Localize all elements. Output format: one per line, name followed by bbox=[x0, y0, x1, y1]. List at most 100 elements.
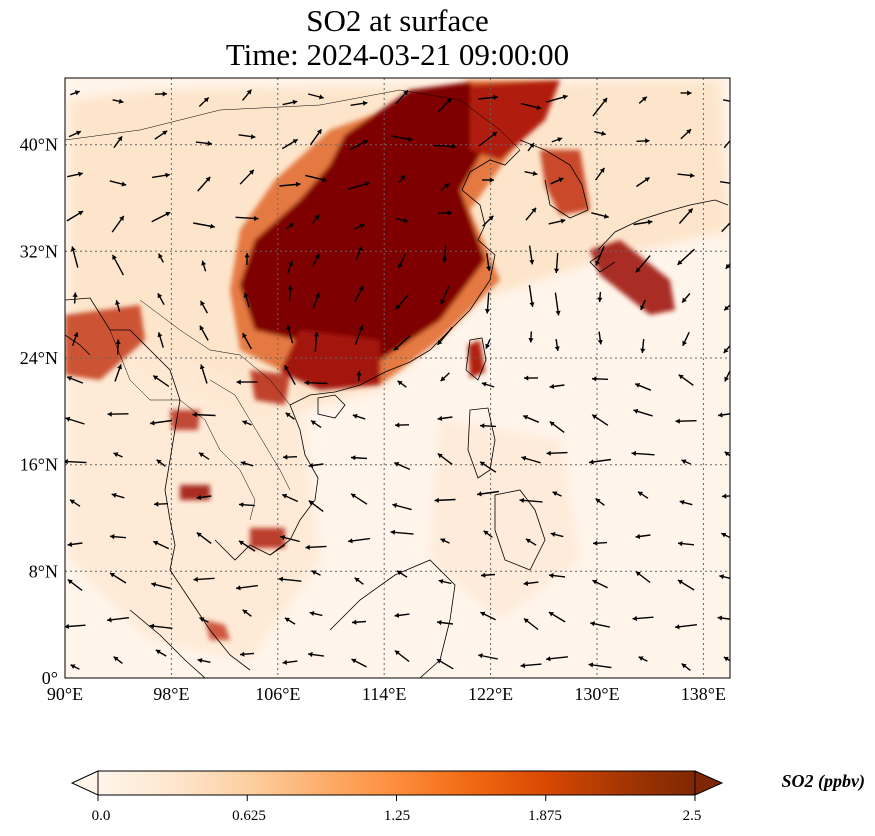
wind-arrow-head bbox=[550, 532, 556, 537]
wind-arrow-head bbox=[196, 532, 202, 538]
wind-arrow-head bbox=[529, 302, 535, 307]
wind-arrow-head bbox=[205, 176, 211, 182]
wind-arrow-head bbox=[308, 462, 314, 468]
wind-arrow-head bbox=[65, 416, 71, 422]
wind-arrow-head bbox=[523, 618, 529, 624]
wind-arrow-head bbox=[730, 99, 735, 104]
wind-arrow-shaft bbox=[722, 99, 730, 102]
wind-arrow-head bbox=[157, 293, 163, 299]
wind-arrow-head bbox=[549, 421, 555, 427]
colorbar-tick-3: 1.875 bbox=[528, 808, 562, 824]
wind-arrow-head bbox=[531, 207, 537, 213]
wind-arrow-head bbox=[481, 572, 486, 578]
wind-arrow-shaft bbox=[721, 221, 730, 233]
wind-arrow-head bbox=[525, 538, 531, 544]
wind-arrow-head bbox=[286, 324, 292, 330]
wind-arrow-head bbox=[725, 263, 730, 269]
coastline-sumatra bbox=[129, 609, 206, 678]
wind-arrow-head bbox=[358, 325, 364, 331]
wind-arrow-head bbox=[284, 365, 290, 371]
wind-arrow-head bbox=[733, 181, 738, 186]
wind-arrow-head bbox=[240, 651, 245, 657]
wind-arrow-head bbox=[65, 459, 68, 465]
wind-arrow-head bbox=[679, 499, 685, 505]
wind-arrow-head bbox=[72, 292, 78, 297]
wind-arrow-head bbox=[70, 246, 76, 252]
wind-arrow-head bbox=[236, 585, 241, 591]
wind-arrow-head bbox=[165, 172, 170, 178]
wind-arrow-head bbox=[362, 140, 368, 145]
wind-arrow-head bbox=[351, 658, 357, 664]
wind-arrow-head bbox=[638, 491, 643, 497]
wind-arrow-head bbox=[440, 538, 446, 543]
wind-arrow-head bbox=[721, 532, 727, 538]
wind-arrow-head bbox=[523, 580, 529, 586]
coastline-borneo bbox=[329, 559, 456, 678]
wind-arrow-head bbox=[407, 136, 413, 142]
wind-arrow-head bbox=[486, 266, 492, 271]
wind-arrow-head bbox=[478, 653, 483, 659]
wind-arrow-head bbox=[554, 346, 560, 351]
wind-arrow-head bbox=[722, 493, 727, 499]
coastlines bbox=[65, 139, 729, 678]
wind-arrow-head bbox=[394, 650, 400, 656]
wind-arrow-head bbox=[480, 461, 486, 467]
coastline-india-east bbox=[65, 334, 91, 356]
wind-arrow-head bbox=[438, 579, 444, 584]
wind-arrow-head bbox=[632, 615, 637, 622]
wind-arrow-head bbox=[436, 659, 442, 664]
wind-arrow-head bbox=[110, 534, 115, 540]
wind-arrow-head bbox=[199, 617, 205, 622]
wind-arrow-head bbox=[437, 453, 443, 459]
wind-arrow-head bbox=[74, 90, 80, 96]
lon-tick-114: 114°E bbox=[362, 684, 407, 704]
so2-cambodia bbox=[250, 528, 285, 548]
wind-arrow-head bbox=[113, 452, 119, 458]
so2-vietnam-north bbox=[250, 370, 290, 405]
border-china-south bbox=[139, 299, 291, 406]
wind-arrow-head bbox=[150, 420, 155, 426]
wind-arrow-head bbox=[493, 94, 498, 100]
lat-tick-32: 32°N bbox=[20, 241, 58, 261]
wind-arrow-head bbox=[304, 380, 309, 386]
wind-arrow-head bbox=[529, 259, 535, 265]
wind-arrow-head bbox=[562, 94, 568, 100]
colorbar-tick-4: 2.5 bbox=[683, 808, 702, 824]
wind-arrow-head bbox=[687, 90, 692, 96]
wind-arrow-head bbox=[524, 375, 529, 381]
wind-arrow-head bbox=[560, 218, 566, 224]
wind-arrow-head bbox=[193, 576, 198, 582]
wind-arrow-head bbox=[356, 371, 362, 376]
wind-arrow-head bbox=[647, 219, 653, 225]
wind-arrow-head bbox=[199, 364, 205, 370]
wind-arrow-head bbox=[677, 260, 683, 265]
wind-arrow-head bbox=[165, 211, 171, 217]
colorbar-gradient bbox=[98, 771, 695, 795]
wind-arrow-head bbox=[492, 132, 498, 137]
coastline-indochina-west bbox=[65, 297, 251, 671]
wind-arrow-head bbox=[117, 136, 123, 142]
border-thailand bbox=[179, 399, 256, 521]
wind-arrow-head bbox=[489, 177, 494, 183]
wind-arrow-head bbox=[536, 105, 542, 110]
wind-arrow-head bbox=[548, 612, 554, 617]
so2-plume-southern-band bbox=[280, 330, 380, 390]
wind-arrow-head bbox=[395, 304, 401, 310]
title-line-2: Time: 2024-03-21 09:00:00 bbox=[225, 37, 570, 72]
wind-arrow-shaft bbox=[719, 181, 730, 184]
wind-arrow-head bbox=[111, 492, 117, 498]
coastline-philippines-south bbox=[494, 489, 546, 571]
wind-arrow-head bbox=[210, 223, 215, 229]
wind-arrow-head bbox=[118, 98, 124, 104]
wind-arrow-head bbox=[731, 216, 736, 221]
wind-arrow-head bbox=[393, 345, 399, 351]
wind-arrow-head bbox=[398, 263, 403, 269]
wind-arrow-head bbox=[638, 656, 644, 661]
wind-arrow-head bbox=[314, 214, 320, 220]
wind-arrow-head bbox=[239, 540, 244, 546]
wind-arrow-head bbox=[400, 175, 406, 180]
wind-arrow-head bbox=[196, 494, 202, 500]
wind-arrow-head bbox=[288, 260, 294, 266]
so2-taiwan bbox=[468, 340, 485, 378]
wind-arrow-head bbox=[442, 258, 448, 263]
